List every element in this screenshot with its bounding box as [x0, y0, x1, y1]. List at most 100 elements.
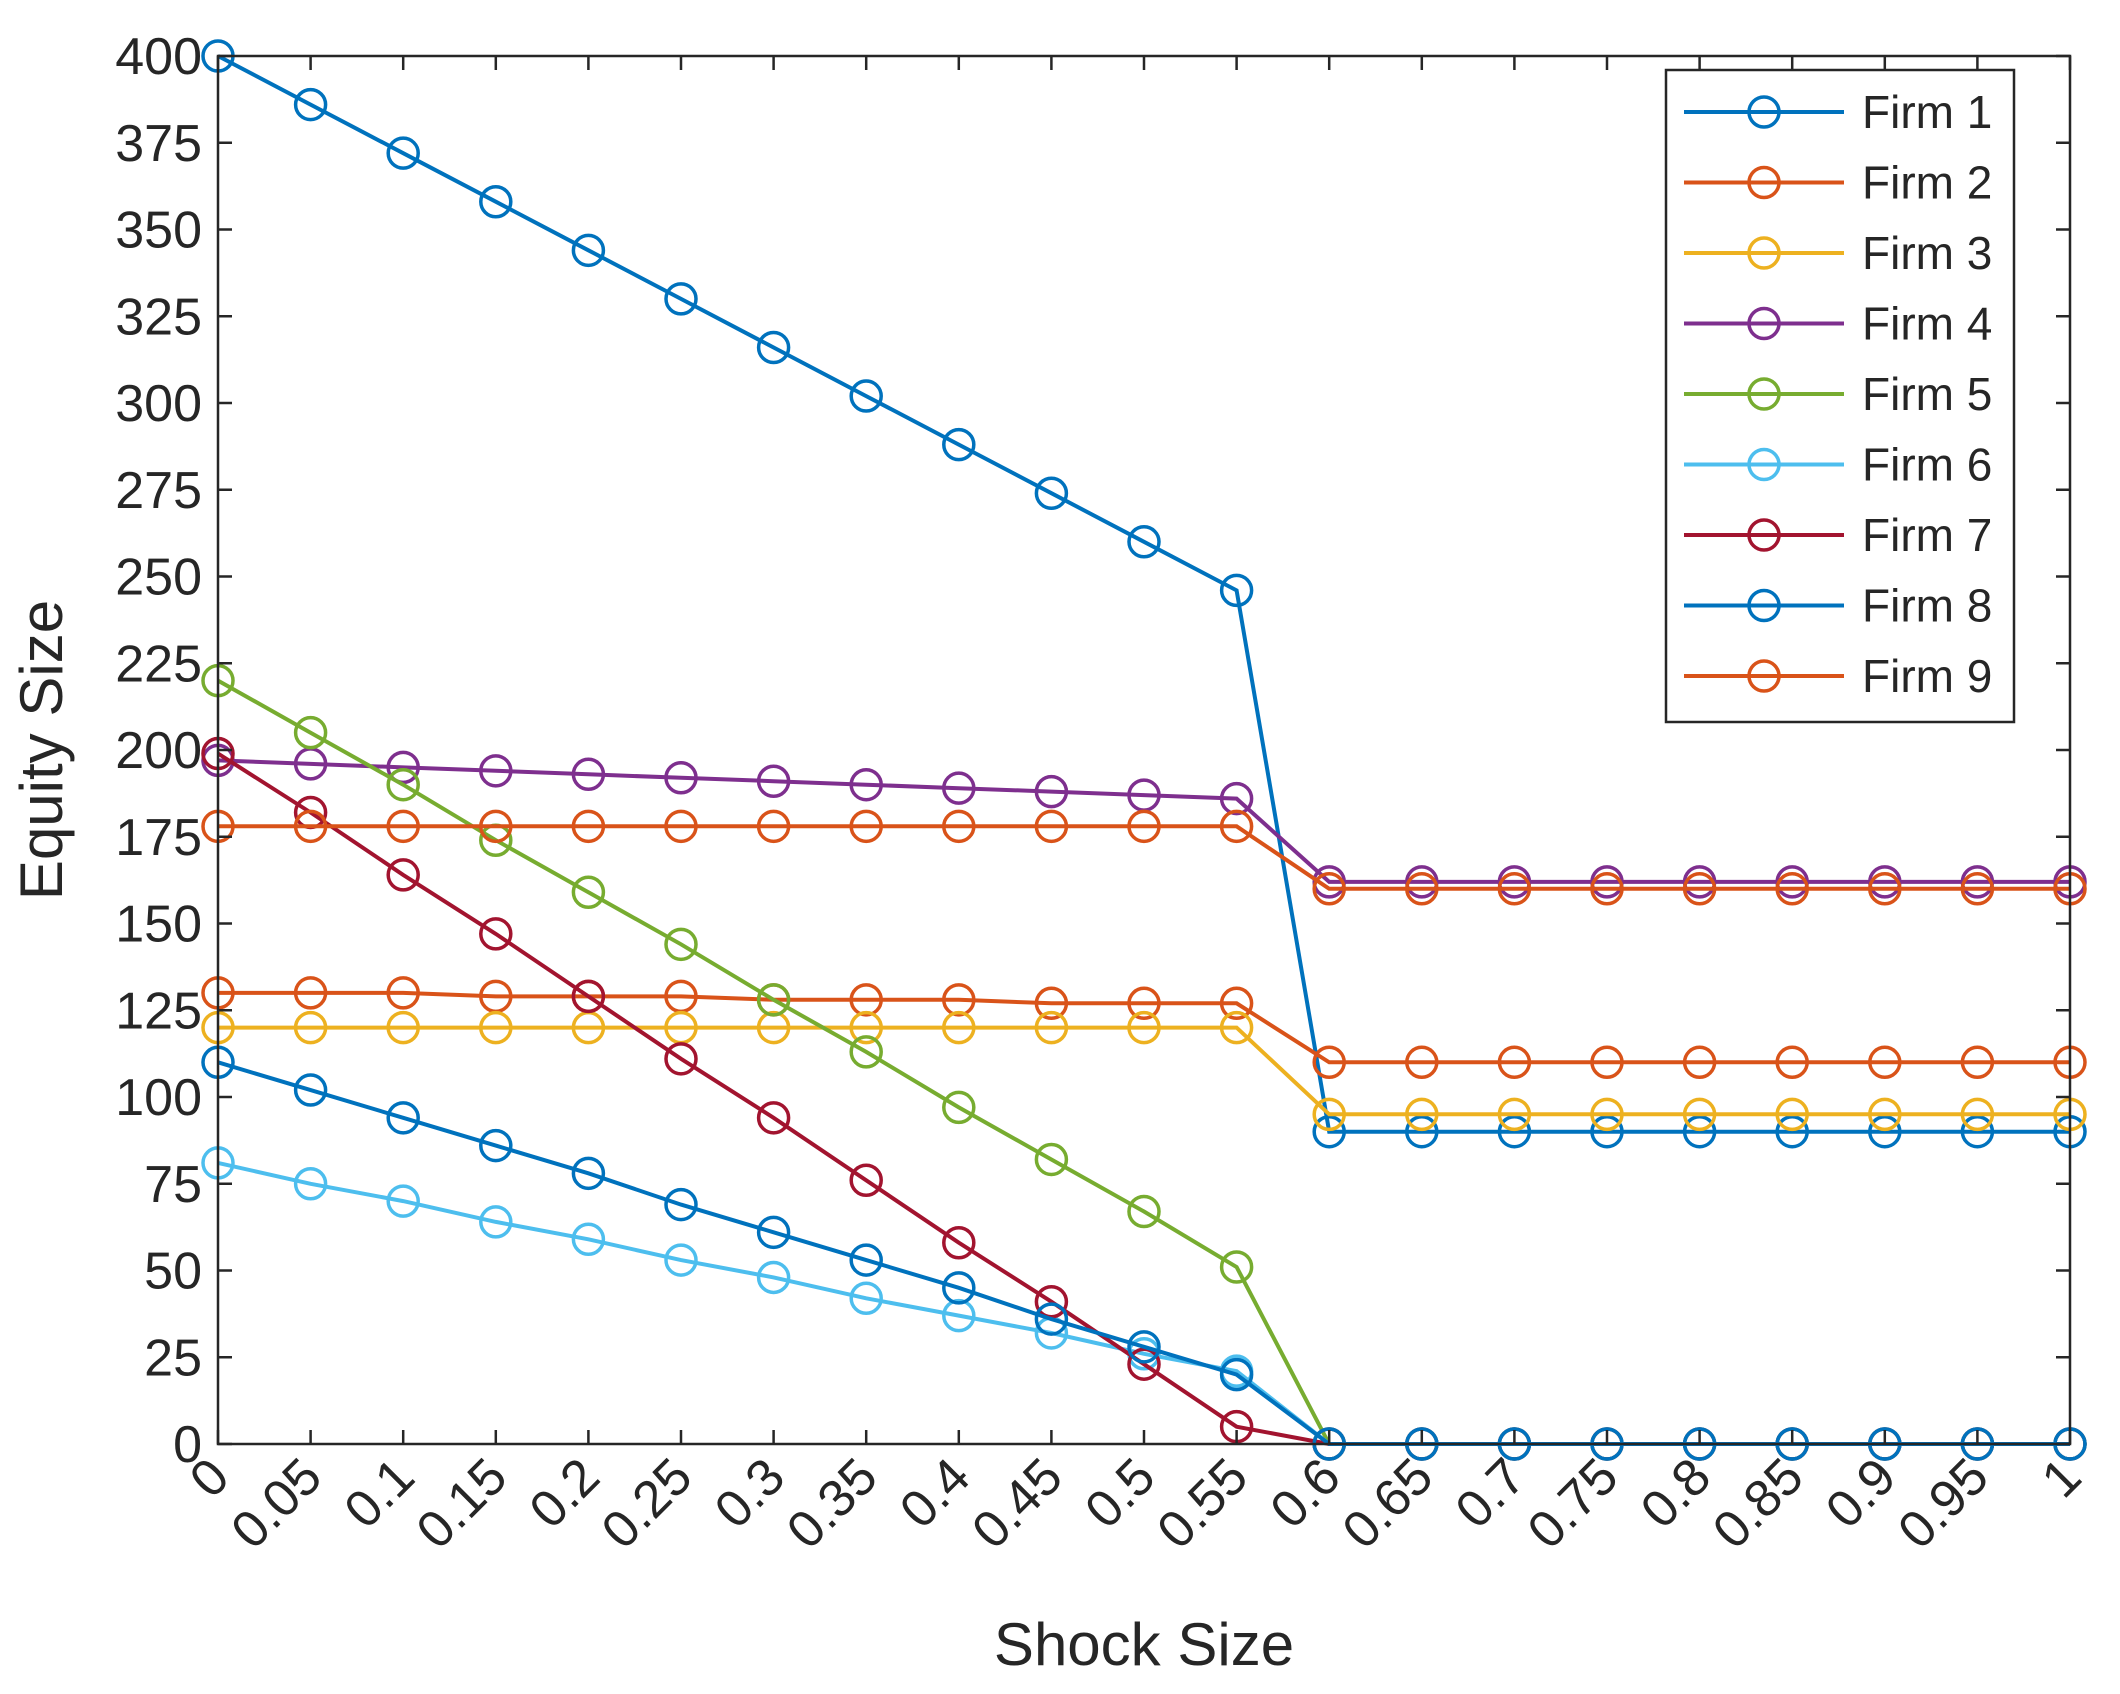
series-line-firm-1 — [217, 54, 2070, 1134]
data-point-firm-3 — [1682, 1097, 1717, 1132]
data-point-firm-5 — [664, 927, 698, 962]
data-point-firm-4 — [849, 767, 883, 802]
data-point-firm-2 — [1312, 1045, 1346, 1080]
legend-swatch-marker — [1747, 588, 1781, 623]
data-point-firm-3 — [1868, 1097, 1902, 1132]
legend-swatch-marker — [1747, 95, 1781, 129]
data-point-firm-6 — [479, 1205, 513, 1239]
data-point-firm-5 — [1127, 1194, 1161, 1229]
data-point-firm-3 — [1219, 1010, 1254, 1045]
data-point-firm-2 — [1682, 1045, 1717, 1080]
y-axis: 0 25 50 75 100 125 150 175 200 225 250 275 300 325 350… — [115, 28, 2070, 1474]
data-point-firm-3 — [479, 1010, 513, 1045]
legend-label: Firm 3 — [1862, 227, 1992, 279]
data-point-firm-1 — [664, 282, 698, 316]
data-point-firm-8 — [664, 1187, 698, 1222]
data-point-firm-3 — [386, 1010, 420, 1045]
y-tick-label: 325 — [115, 288, 202, 346]
legend-swatch-marker — [1747, 659, 1781, 693]
data-point-firm-1 — [1868, 1114, 1902, 1149]
data-point-firm-9 — [664, 809, 698, 844]
x-tick-label: 0.45 — [961, 1447, 1074, 1560]
series-firm-7 — [201, 736, 2087, 1461]
data-point-firm-1 — [1682, 1114, 1717, 1149]
series-line-firm-6 — [217, 1160, 2070, 1446]
data-point-firm-2 — [293, 976, 328, 1010]
data-point-firm-1 — [479, 184, 513, 219]
x-tick-label: 0.85 — [1702, 1447, 1815, 1560]
legend-item: Firm 6 — [1684, 439, 1992, 491]
data-point-firm-4 — [386, 750, 420, 785]
y-axis-label: Equity Size — [8, 600, 75, 900]
data-point-firm-2 — [386, 976, 420, 1010]
data-point-firm-5 — [849, 1035, 883, 1069]
x-tick-label: 0.25 — [591, 1447, 704, 1560]
legend-label: Firm 4 — [1862, 298, 1992, 350]
data-point-firm-9 — [1127, 809, 1161, 844]
data-point-firm-6 — [386, 1184, 420, 1218]
series-firm-1 — [201, 39, 2087, 1149]
data-point-firm-1 — [1405, 1114, 1439, 1149]
y-tick-label: 125 — [115, 982, 202, 1040]
legend-item: Firm 9 — [1684, 650, 1992, 702]
data-point-firm-8 — [849, 1243, 883, 1277]
data-point-firm-9 — [1960, 872, 1995, 906]
data-point-firm-4 — [571, 757, 606, 792]
legend-item: Firm 7 — [1684, 509, 1992, 561]
legend-swatch-marker — [1747, 165, 1781, 200]
data-point-firm-4 — [664, 761, 698, 795]
data-point-firm-1 — [756, 330, 791, 365]
y-tick-label: 0 — [173, 1416, 202, 1474]
data-point-firm-9 — [1312, 872, 1346, 906]
data-point-firm-3 — [1405, 1097, 1439, 1132]
series-firm-6 — [201, 1146, 2087, 1461]
data-point-firm-6 — [756, 1260, 791, 1295]
data-point-firm-2 — [1219, 986, 1254, 1021]
data-point-firm-9 — [849, 809, 883, 844]
series-line-firm-2 — [218, 990, 2070, 1065]
y-tick-label: 250 — [115, 549, 202, 607]
y-tick-label: 75 — [144, 1156, 202, 1214]
legend-swatch-marker — [1747, 306, 1781, 341]
data-point-firm-5 — [386, 767, 420, 802]
data-point-firm-1 — [1219, 573, 1254, 608]
data-point-firm-9 — [1405, 872, 1439, 906]
x-tick-label: 0.55 — [1147, 1447, 1260, 1560]
x-tick-label: 0.05 — [221, 1447, 334, 1560]
legend-swatch-marker — [1747, 377, 1781, 411]
data-point-firm-3 — [1775, 1097, 1809, 1132]
data-point-firm-5 — [571, 875, 606, 910]
y-tick-label: 200 — [115, 722, 202, 780]
legend-label: Firm 1 — [1862, 86, 1992, 138]
x-tick-label: 0.15 — [406, 1447, 519, 1560]
x-axis-label: Shock Size — [994, 1611, 1294, 1678]
data-point-firm-3 — [1312, 1097, 1346, 1132]
data-point-firm-7 — [386, 858, 420, 892]
data-point-firm-7 — [942, 1225, 976, 1260]
data-point-firm-9 — [571, 809, 606, 844]
data-point-firm-9 — [1219, 809, 1254, 844]
series-firm-4 — [201, 743, 2087, 899]
data-point-firm-8 — [479, 1128, 513, 1163]
data-point-firm-9 — [942, 809, 976, 844]
y-tick-label: 150 — [115, 896, 202, 954]
legend-swatch-marker — [1747, 447, 1781, 482]
data-point-firm-7 — [1127, 1347, 1161, 1381]
legend-swatch-marker — [1747, 518, 1781, 552]
data-point-firm-3 — [1960, 1097, 1995, 1132]
y-tick-label: 175 — [115, 809, 202, 867]
data-point-firm-2 — [1127, 986, 1161, 1021]
data-point-firm-2 — [1868, 1045, 1902, 1080]
data-point-firm-3 — [942, 1010, 976, 1045]
data-point-firm-1 — [1034, 476, 1069, 510]
y-tick-label: 275 — [115, 462, 202, 520]
data-point-firm-8 — [293, 1073, 328, 1107]
data-point-firm-9 — [1775, 872, 1809, 906]
data-point-firm-1 — [1960, 1114, 1995, 1149]
data-point-firm-4 — [756, 764, 791, 798]
y-tick-label: 300 — [115, 375, 202, 433]
data-point-firm-7 — [756, 1101, 791, 1135]
data-point-firm-7 — [479, 917, 513, 951]
data-point-firm-9 — [1682, 872, 1717, 906]
legend-item: Firm 5 — [1684, 368, 1992, 420]
